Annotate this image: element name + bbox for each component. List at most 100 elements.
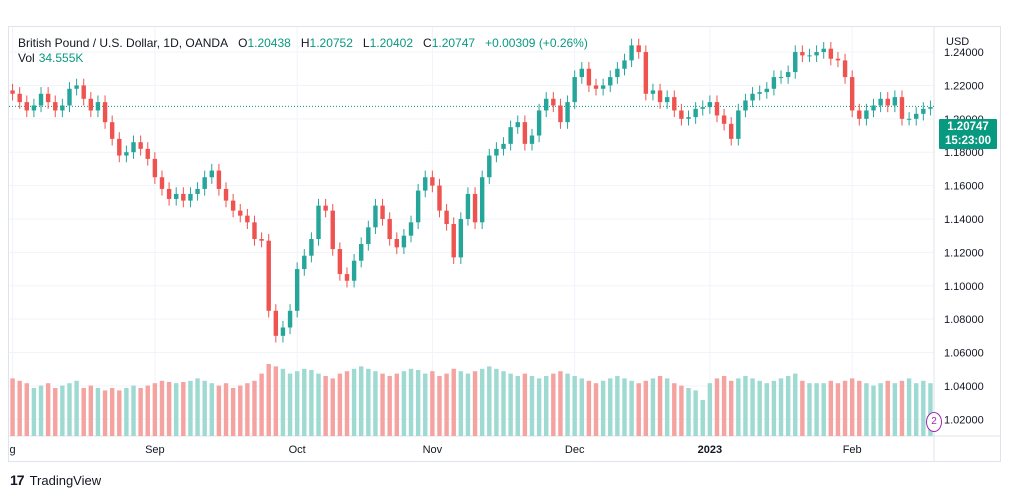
chart-legend: British Pound / U.S. Dollar, 1D, OANDA O… — [18, 35, 588, 51]
candle-body — [195, 188, 200, 194]
candle-body — [729, 123, 734, 139]
open-label: O — [238, 36, 248, 50]
volume-bar — [465, 373, 471, 436]
candle-body — [707, 102, 713, 108]
low-label: L — [362, 36, 370, 50]
volume-bar — [693, 390, 698, 436]
volume-bar — [10, 378, 15, 436]
candle-body — [437, 185, 442, 211]
candle-body — [636, 45, 641, 53]
volume-bar — [921, 380, 926, 436]
volume-bar — [558, 371, 563, 436]
volume-bar — [53, 388, 58, 436]
volume-bar — [686, 388, 691, 436]
volume-bar — [814, 383, 819, 436]
candle-body — [152, 158, 158, 178]
candle-body — [650, 90, 656, 94]
y-tick-label: 1.02000 — [944, 414, 984, 426]
candle-body — [323, 205, 328, 211]
candle-body — [74, 85, 79, 89]
candle-body — [536, 110, 542, 136]
volume-bar — [743, 376, 748, 436]
candle-body — [600, 85, 606, 89]
candle-body — [736, 110, 741, 139]
volume-bar — [273, 366, 279, 436]
candle-body — [849, 77, 855, 111]
candle-body — [807, 55, 812, 57]
candle-body — [252, 222, 257, 240]
y-tick-label: 1.14000 — [944, 214, 984, 226]
candle-body — [351, 260, 357, 281]
volume-bar — [842, 380, 848, 436]
candle-body — [814, 52, 819, 56]
candle-body — [88, 98, 94, 111]
candle-body — [401, 235, 407, 248]
y-tick-label: 1.12000 — [944, 247, 984, 259]
volume-bar — [145, 385, 150, 436]
candle-body — [857, 110, 862, 119]
candle-body — [771, 77, 777, 89]
volume-bar — [74, 380, 79, 436]
currency-label: USD — [946, 36, 969, 48]
volume-bar — [252, 380, 257, 436]
volume-bar — [821, 383, 826, 436]
candle-body — [885, 98, 890, 106]
candle-body — [487, 155, 492, 178]
candle-body — [166, 188, 172, 199]
candle-body — [714, 102, 720, 116]
volume-bar — [423, 373, 428, 436]
y-tick-label: 1.10000 — [944, 281, 984, 293]
candle-body — [344, 274, 350, 281]
candle-body — [60, 105, 65, 111]
candle-body — [914, 113, 919, 119]
volume-bar — [828, 380, 834, 436]
volume-bar — [885, 380, 890, 436]
candle-body — [871, 105, 876, 111]
volume-bar — [501, 371, 506, 436]
candle-body — [124, 152, 129, 156]
volume-bar — [223, 383, 229, 436]
volume-bar — [629, 380, 634, 436]
volume-bar — [757, 380, 762, 436]
volume-bar — [131, 385, 136, 436]
volume-bar — [102, 390, 108, 436]
candle-body — [472, 193, 478, 223]
volume-bar — [906, 378, 912, 436]
volume-bar — [914, 383, 919, 436]
candle-body — [899, 97, 905, 119]
close-label: C — [423, 36, 432, 50]
volume-bar — [152, 383, 158, 436]
candle-body — [529, 135, 535, 144]
high-label: H — [300, 36, 310, 50]
candle-body — [522, 122, 528, 144]
volume-bar — [807, 383, 812, 436]
volume-bar — [700, 400, 705, 436]
candle-body — [287, 310, 293, 328]
candle-body — [245, 215, 250, 223]
volume-bar — [202, 380, 207, 436]
volume-bar — [458, 371, 464, 436]
candle-body — [316, 205, 321, 240]
candle-body — [785, 72, 791, 78]
candle-body — [615, 68, 620, 78]
y-tick-label: 1.08000 — [944, 314, 984, 326]
candle-body — [408, 222, 414, 236]
volume-bar — [430, 371, 435, 436]
candle-body — [622, 60, 627, 69]
volume-bar — [387, 376, 392, 436]
volume-bar — [17, 380, 22, 436]
x-tick-label: Oct — [289, 444, 306, 456]
candle-body — [743, 100, 748, 111]
candle-body — [423, 177, 428, 191]
volume-bar — [672, 383, 677, 436]
candle-body — [757, 92, 762, 94]
volume-bar — [892, 383, 898, 436]
candle-body — [444, 210, 449, 224]
scroll-to-latest-button[interactable]: 2 — [926, 412, 942, 432]
candle-body — [174, 193, 179, 199]
candle-body — [159, 177, 165, 189]
volume-bar — [515, 376, 520, 436]
volume-bar — [622, 378, 627, 436]
volume-bar — [785, 376, 791, 436]
